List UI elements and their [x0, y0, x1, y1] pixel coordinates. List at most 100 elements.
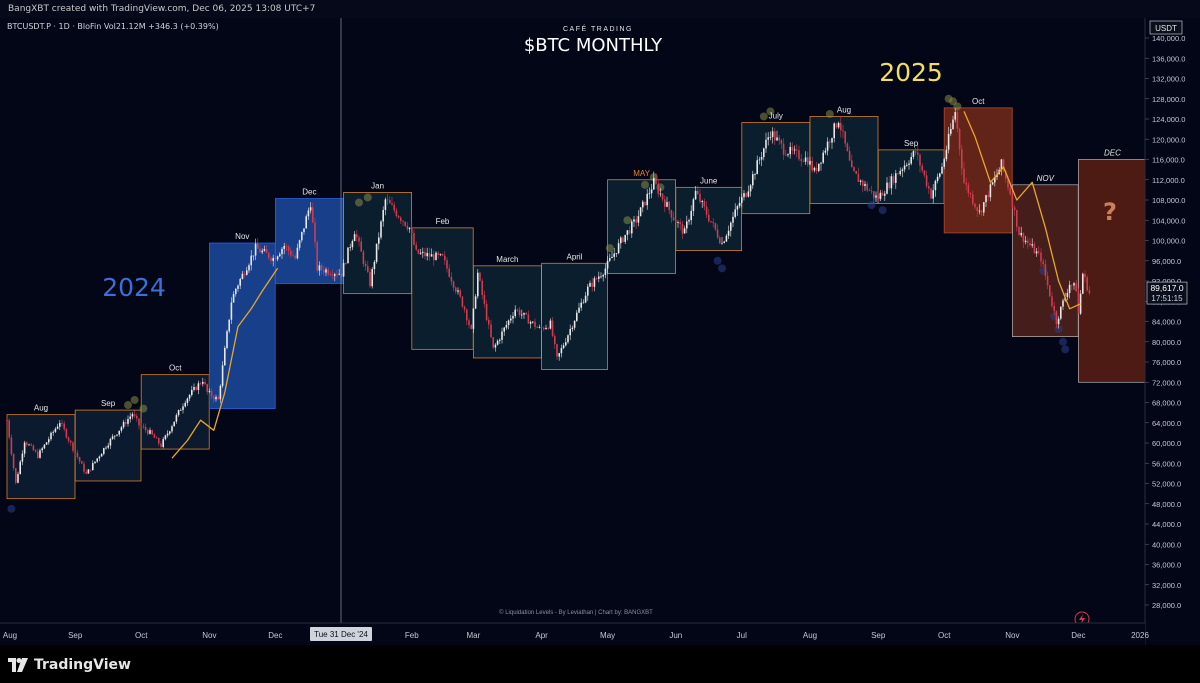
candle-body — [78, 457, 81, 462]
candle-body — [239, 279, 241, 286]
candle-body — [875, 195, 877, 198]
candle-body — [576, 312, 578, 321]
candle-body — [800, 159, 802, 161]
candle-body — [1066, 292, 1069, 298]
candle-body — [1086, 277, 1088, 291]
candle-body — [1082, 273, 1084, 294]
tradingview-logo[interactable]: TradingView — [8, 657, 131, 673]
candle-body — [604, 268, 607, 276]
time-tick-label: Jul — [737, 631, 747, 640]
month-range-box — [472, 265, 542, 359]
candle-body — [609, 258, 611, 261]
candle-body — [855, 171, 857, 174]
candle-body — [1011, 194, 1014, 208]
candle-body — [820, 162, 822, 164]
currency-badge[interactable] — [1149, 20, 1183, 35]
month-range-box — [541, 262, 608, 370]
tradingview-logo-icon — [8, 658, 28, 672]
candle-body — [37, 451, 39, 458]
price-tick-label: 140,000.0 — [1152, 34, 1185, 43]
candle-body — [886, 182, 888, 194]
time-tick-label: Apr — [535, 631, 548, 640]
candle-body — [347, 247, 349, 264]
candle-body — [136, 415, 138, 419]
candle-body — [789, 146, 791, 155]
month-label: Dec — [302, 187, 316, 196]
candle-body — [859, 180, 862, 182]
candle-body — [910, 156, 912, 164]
candle-body — [818, 163, 820, 171]
time-tick-label: Oct — [135, 631, 148, 640]
candle-body — [263, 249, 266, 251]
candle-body — [494, 344, 497, 348]
candle-body — [637, 216, 640, 223]
candle-body — [448, 268, 450, 277]
candle-body — [28, 444, 30, 446]
candle-body — [411, 227, 413, 234]
candle-body — [903, 165, 906, 170]
candle-body — [309, 207, 312, 211]
candle-body — [15, 468, 17, 483]
candle-body — [257, 243, 259, 249]
candle-body — [934, 180, 937, 191]
candle-body — [765, 139, 767, 149]
candle-body — [892, 176, 895, 183]
candle-body — [899, 170, 901, 175]
candle-body — [103, 448, 105, 454]
candle-body — [1038, 251, 1040, 253]
candle-body — [543, 327, 545, 330]
candle-body — [862, 180, 864, 186]
candle-body — [127, 418, 129, 424]
price-tick-label: 100,000.0 — [1152, 237, 1185, 246]
time-axis[interactable] — [0, 623, 1145, 645]
candle-body — [17, 474, 19, 483]
candle-body — [925, 175, 928, 187]
month-label: June — [700, 176, 718, 185]
candle-body — [919, 154, 921, 166]
month-label: March — [496, 255, 518, 264]
candle-body — [516, 309, 519, 311]
candle-body — [833, 123, 835, 139]
candle-body — [694, 190, 697, 200]
month-range-box — [1078, 159, 1147, 383]
candle-body — [208, 390, 211, 392]
candle-body — [769, 137, 772, 138]
liquidation-bubble — [878, 206, 887, 215]
month-label: Nov — [235, 232, 249, 241]
liquidation-bubble — [953, 102, 962, 111]
candle-body — [1062, 300, 1064, 307]
candle-body — [402, 220, 404, 222]
candle-body — [111, 436, 114, 439]
candle-body — [237, 285, 239, 289]
candle-body — [342, 263, 345, 277]
candle-body — [521, 314, 523, 316]
candle-body — [188, 394, 191, 399]
candle-body — [433, 254, 435, 261]
month-label: April — [566, 252, 582, 261]
candle-body — [598, 276, 600, 279]
candle-body — [439, 254, 442, 255]
candle-body — [525, 312, 527, 315]
price-chart[interactable]: Aug Sep Oct Nov Dec Jan Feb March April MAY June Ju… — [0, 18, 1200, 645]
candle-body — [974, 203, 976, 208]
candle-body — [1057, 318, 1060, 325]
candle-body — [177, 409, 180, 416]
candle-body — [219, 385, 222, 400]
candle-body — [191, 389, 193, 395]
candle-body — [12, 454, 15, 469]
candle-body — [967, 184, 970, 194]
candle-body — [945, 149, 948, 160]
candle-body — [232, 293, 235, 303]
candle-body — [670, 210, 673, 218]
price-axis[interactable] — [1145, 18, 1200, 645]
candle-body — [635, 219, 637, 223]
candle-body — [939, 173, 941, 177]
candle-body — [307, 210, 310, 217]
candle-body — [661, 193, 664, 200]
candle-body — [386, 199, 389, 201]
candle-body — [116, 434, 118, 436]
candle-body — [162, 439, 164, 447]
candle-body — [538, 327, 541, 328]
candle-body — [334, 274, 336, 276]
candle-body — [455, 287, 457, 292]
